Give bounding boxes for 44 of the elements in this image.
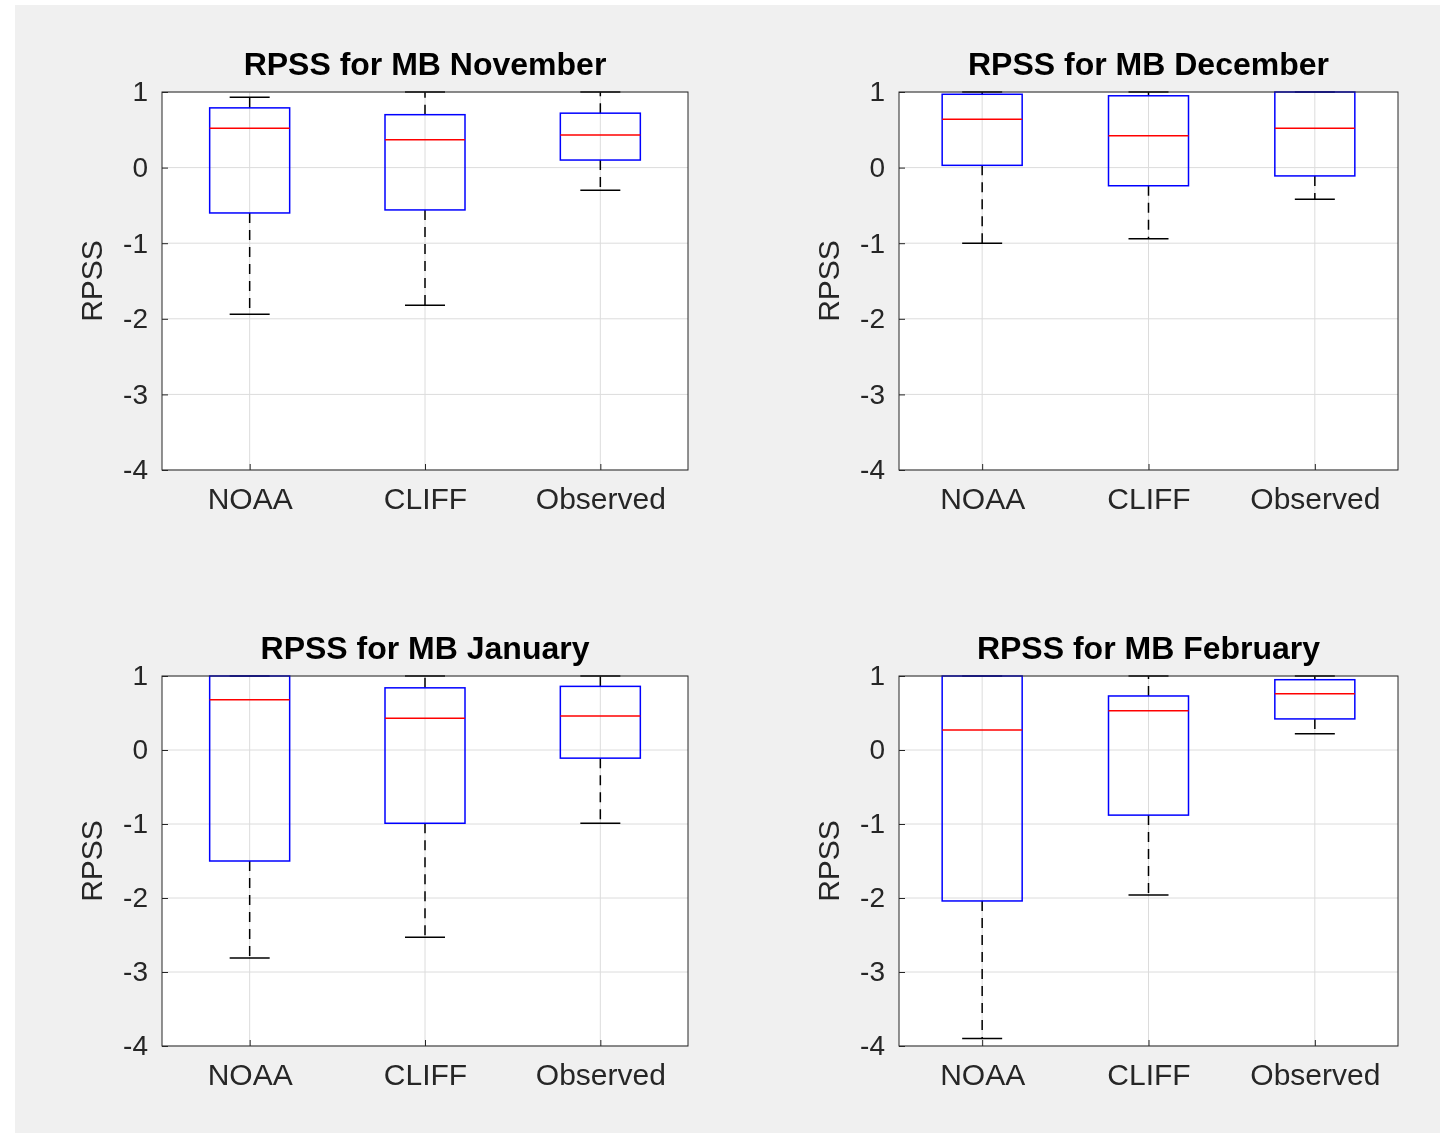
y-tick-label: 1 <box>869 76 885 108</box>
y-tick-label: -2 <box>860 303 885 335</box>
y-tick-label: -1 <box>123 227 148 259</box>
chart-title: RPSS for MB January <box>260 630 590 666</box>
y-tick-label: -2 <box>860 882 885 914</box>
y-tick-label: -3 <box>123 956 148 988</box>
y-tick-label: -2 <box>123 882 148 914</box>
y-tick-label: -2 <box>123 303 148 335</box>
y-axis-title: RPSS <box>75 240 108 322</box>
y-tick-label: 1 <box>132 76 148 108</box>
y-tick-label: -3 <box>123 378 148 410</box>
y-tick-label: 0 <box>132 152 148 184</box>
x-tick-label: Observed <box>535 1058 666 1092</box>
y-tick-label: -3 <box>860 956 885 988</box>
x-tick-label: CLIFF <box>383 482 468 516</box>
x-tick-label: Observed <box>535 482 666 516</box>
y-tick-label: 0 <box>869 734 885 766</box>
y-axis-title: RPSS <box>812 820 845 902</box>
chart-title: RPSS for MB December <box>968 46 1329 82</box>
chart-title: RPSS for MB November <box>243 46 607 82</box>
y-tick-label: 1 <box>869 660 885 692</box>
y-tick-label: -4 <box>860 1030 885 1062</box>
x-tick-label: NOAA <box>207 1058 293 1092</box>
y-axis-title: RPSS <box>75 820 108 902</box>
x-tick-label: NOAA <box>940 482 1026 516</box>
y-tick-label: -4 <box>123 1030 148 1062</box>
y-axis-title: RPSS <box>812 240 845 322</box>
chart-title: RPSS for MB February <box>976 630 1321 666</box>
y-tick-label: 0 <box>869 152 885 184</box>
x-tick-label: CLIFF <box>383 1058 468 1092</box>
x-tick-label: NOAA <box>207 482 293 516</box>
x-tick-label: CLIFF <box>1107 1058 1191 1092</box>
x-tick-label: CLIFF <box>1107 482 1191 516</box>
y-tick-label: -4 <box>860 454 885 486</box>
y-tick-label: 1 <box>132 660 148 692</box>
y-tick-label: -1 <box>860 808 885 840</box>
x-tick-label: Observed <box>1250 482 1381 516</box>
y-tick-label: -3 <box>860 378 885 410</box>
y-tick-label: -1 <box>860 227 885 259</box>
x-tick-label: Observed <box>1250 1058 1381 1092</box>
y-tick-label: -1 <box>123 808 148 840</box>
y-tick-label: 0 <box>132 734 148 766</box>
y-tick-label: -4 <box>123 454 148 486</box>
x-tick-label: NOAA <box>940 1058 1026 1092</box>
